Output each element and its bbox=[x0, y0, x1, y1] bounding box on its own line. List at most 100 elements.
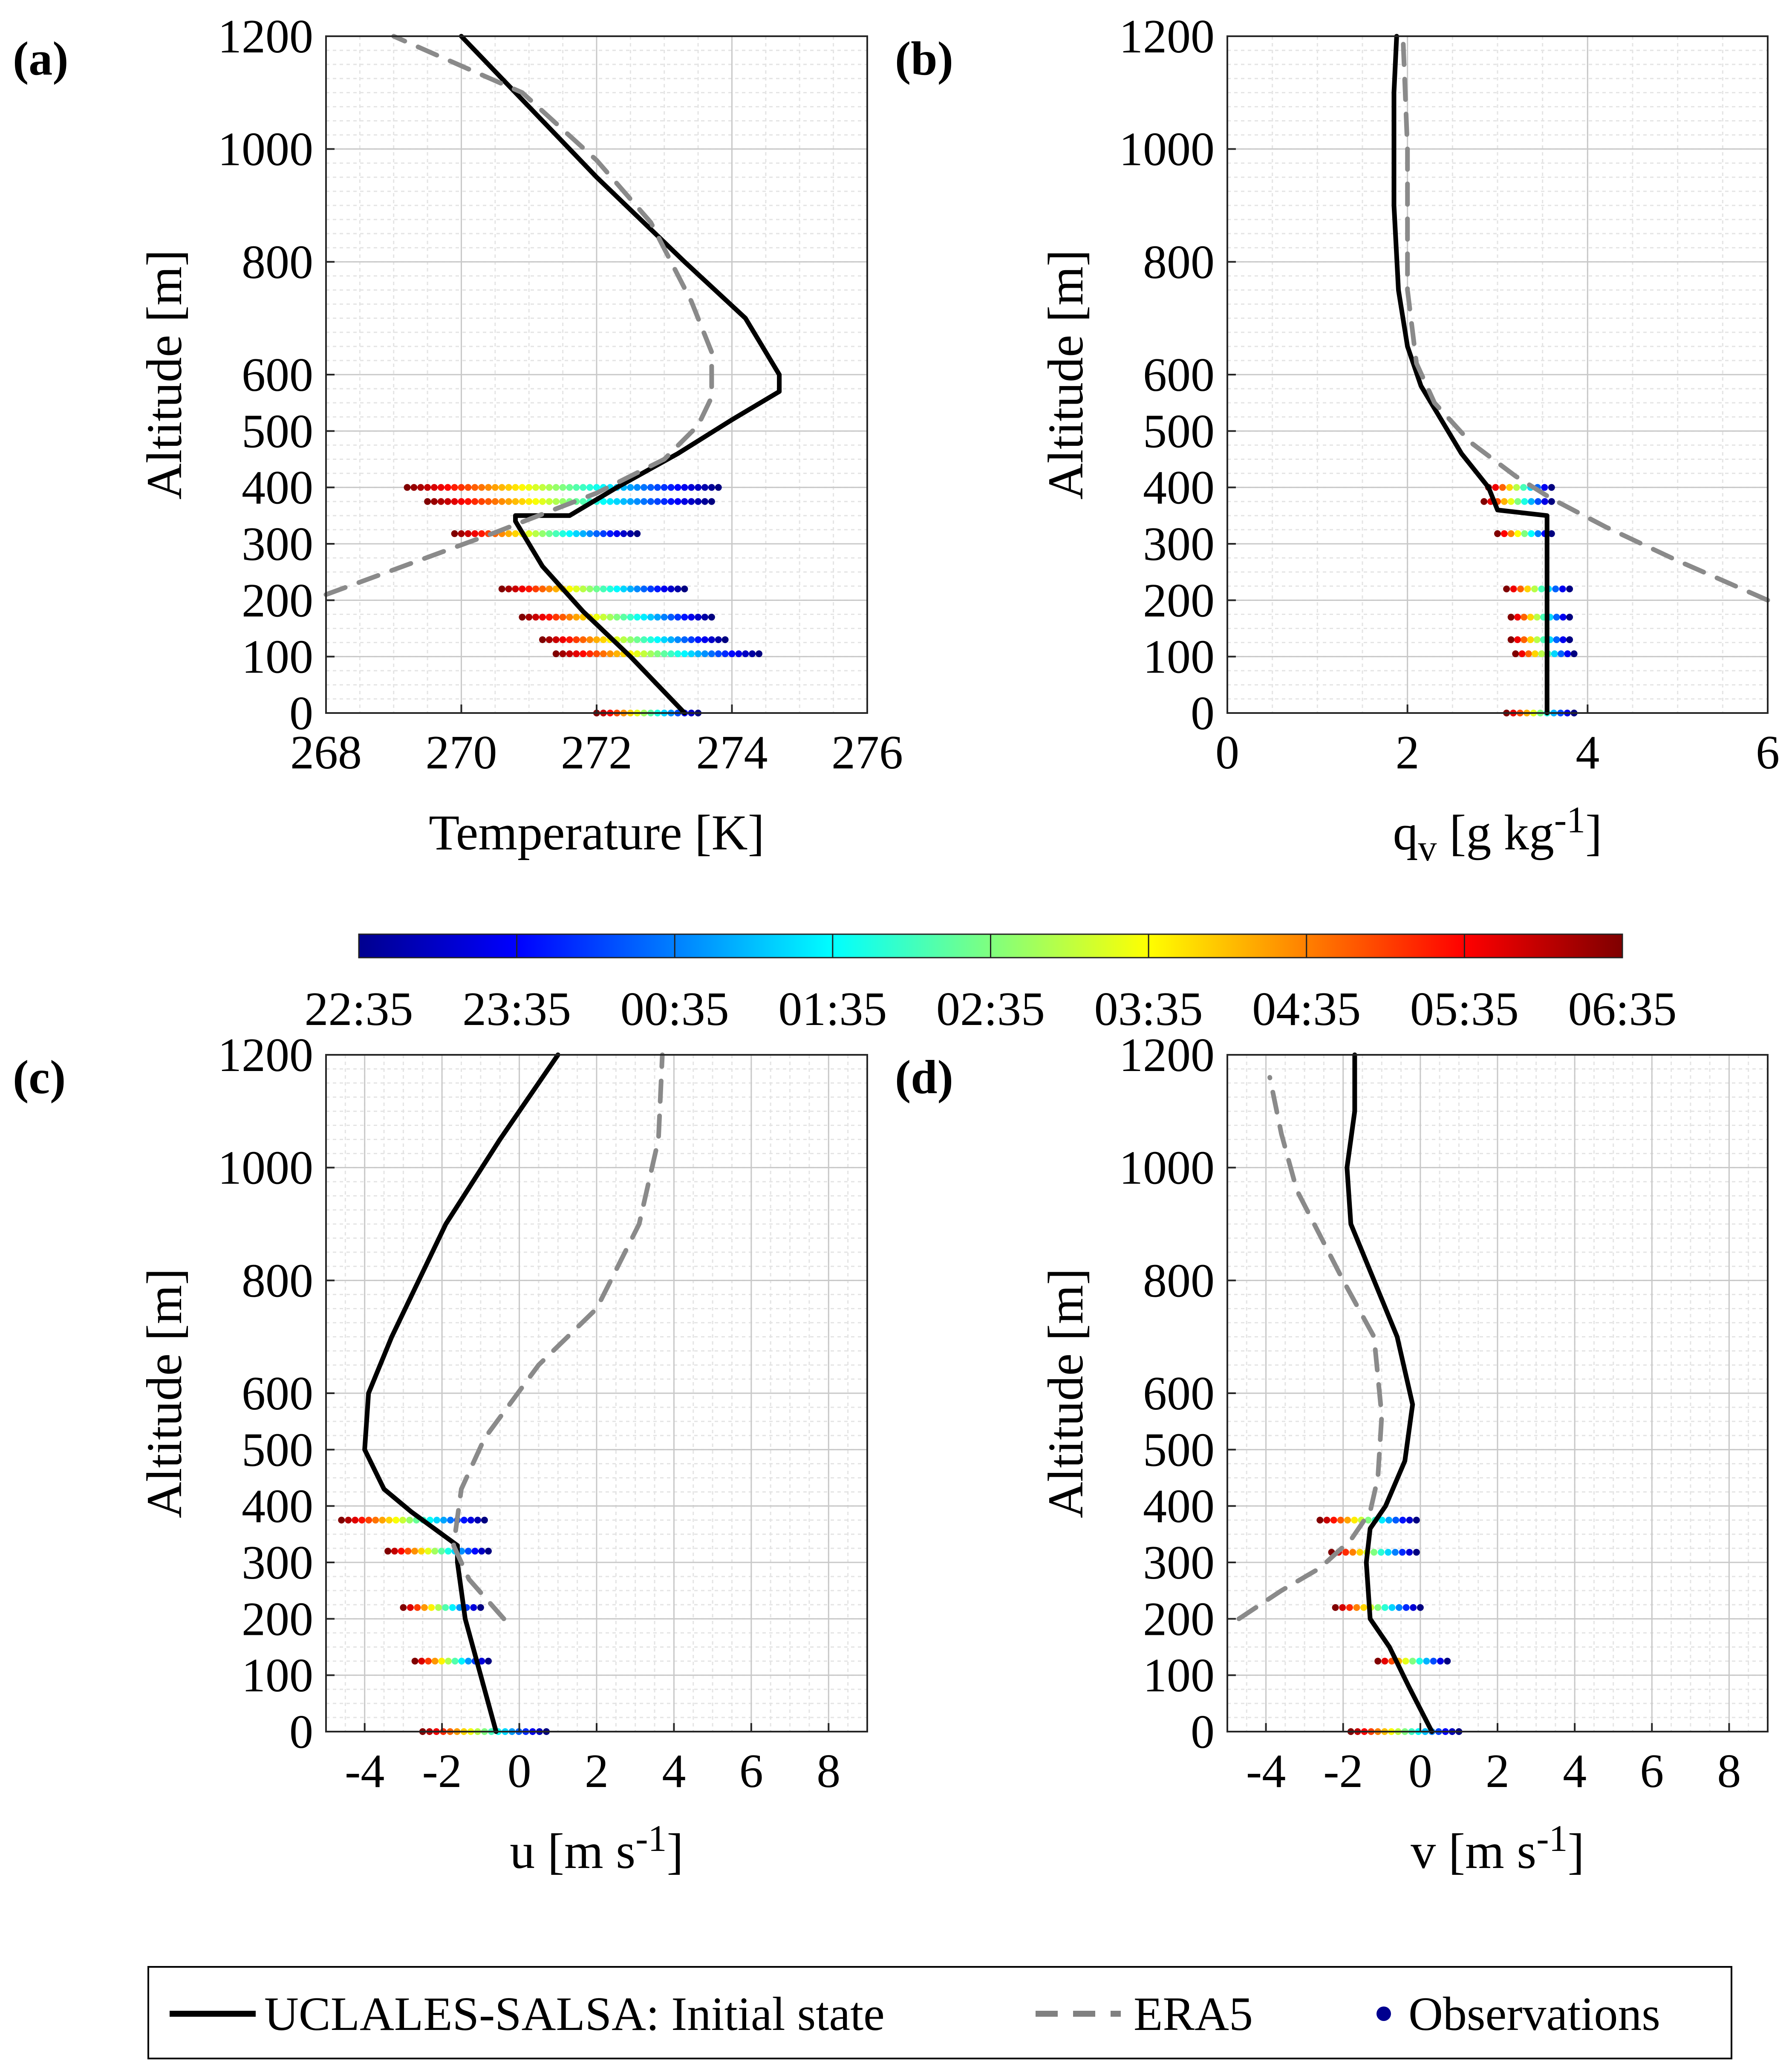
observation-point bbox=[1548, 498, 1555, 505]
initial-state-line bbox=[459, 34, 782, 716]
observation-point bbox=[1566, 636, 1573, 643]
observation-point bbox=[1507, 530, 1515, 537]
observation-point bbox=[667, 636, 675, 643]
observation-point bbox=[559, 614, 566, 621]
y-tick-label: 100 bbox=[242, 631, 313, 684]
observation-point bbox=[512, 585, 519, 592]
observation-point bbox=[735, 650, 742, 658]
observation-point bbox=[721, 650, 729, 658]
observation-point bbox=[1381, 1657, 1388, 1665]
observation-point bbox=[1552, 585, 1559, 592]
observation-point bbox=[431, 1657, 439, 1665]
observation-point bbox=[654, 614, 661, 621]
observation-point bbox=[545, 484, 553, 491]
observation-point bbox=[404, 1547, 412, 1555]
colorbar-tick-label: 05:35 bbox=[1410, 983, 1519, 1036]
observation-point bbox=[701, 614, 708, 621]
observation-point bbox=[593, 636, 600, 643]
observation-point bbox=[627, 484, 634, 491]
panel-label: (a) bbox=[13, 32, 69, 85]
y-tick-label: 0 bbox=[289, 1706, 313, 1758]
observation-point bbox=[519, 614, 526, 621]
observation-point bbox=[1558, 650, 1565, 658]
observation-point bbox=[491, 484, 499, 491]
observation-point bbox=[586, 484, 594, 491]
observation-point bbox=[688, 614, 695, 621]
observation-point bbox=[451, 530, 458, 537]
observation-point bbox=[661, 484, 668, 491]
y-tick-label: 400 bbox=[1143, 1480, 1215, 1533]
observation-point bbox=[532, 614, 540, 621]
era5-line bbox=[451, 1052, 665, 1621]
observation-point bbox=[442, 1604, 449, 1611]
observation-point bbox=[539, 530, 546, 537]
observation-point bbox=[532, 585, 540, 592]
observation-point bbox=[345, 1516, 352, 1524]
observation-point bbox=[392, 1516, 400, 1524]
observation-point bbox=[600, 614, 607, 621]
observation-point bbox=[593, 650, 600, 658]
observation-point bbox=[539, 636, 546, 643]
initial-state-line bbox=[362, 1052, 560, 1734]
observation-point bbox=[552, 636, 560, 643]
observation-point bbox=[552, 484, 560, 491]
observation-point bbox=[1507, 636, 1515, 643]
x-tick-label: 268 bbox=[290, 726, 362, 779]
observation-point bbox=[552, 650, 560, 658]
observation-point bbox=[525, 484, 533, 491]
y-tick-label: 0 bbox=[1191, 687, 1215, 740]
panel-label: (d) bbox=[895, 1051, 953, 1104]
x-tick-label: 2 bbox=[585, 1745, 609, 1798]
observation-point bbox=[406, 1516, 413, 1524]
observation-point bbox=[695, 614, 702, 621]
y-tick-label: 800 bbox=[1143, 1254, 1215, 1307]
minor-grid bbox=[1226, 35, 1769, 714]
x-tick-label: 6 bbox=[1756, 726, 1780, 779]
observation-point bbox=[573, 636, 580, 643]
observation-point bbox=[681, 484, 688, 491]
observation-point bbox=[647, 614, 654, 621]
observation-point bbox=[573, 484, 580, 491]
era5-line bbox=[1400, 34, 1770, 603]
observation-point bbox=[674, 484, 681, 491]
observation-point bbox=[485, 484, 492, 491]
observation-point bbox=[1521, 636, 1528, 643]
observation-point bbox=[519, 585, 526, 592]
observation-point bbox=[1513, 484, 1520, 491]
observation-point bbox=[465, 484, 472, 491]
observation-point bbox=[613, 498, 620, 505]
observation-point bbox=[573, 585, 580, 592]
observation-point bbox=[627, 498, 634, 505]
observation-point bbox=[532, 484, 540, 491]
initial-state-line bbox=[1391, 34, 1550, 716]
observation-point bbox=[647, 484, 654, 491]
observation-point bbox=[437, 484, 444, 491]
observation-point bbox=[681, 650, 688, 658]
observation-point bbox=[586, 530, 594, 537]
observation-point bbox=[1559, 636, 1567, 643]
observation-point bbox=[613, 614, 620, 621]
observation-point bbox=[1520, 484, 1527, 491]
observation-point bbox=[532, 530, 540, 537]
observation-point bbox=[661, 585, 668, 592]
observation-point bbox=[620, 498, 627, 505]
observation-point bbox=[606, 614, 614, 621]
x-tick-label: -2 bbox=[1323, 1745, 1363, 1798]
observation-point bbox=[627, 636, 634, 643]
observation-point bbox=[641, 585, 648, 592]
observation-point bbox=[1518, 650, 1526, 658]
observation-point bbox=[1342, 1549, 1349, 1556]
observation-point bbox=[688, 636, 695, 643]
observation-point bbox=[600, 636, 607, 643]
observation-point bbox=[708, 484, 715, 491]
x-tick-label: 276 bbox=[831, 726, 903, 779]
observation-point bbox=[465, 530, 472, 537]
observation-point bbox=[1406, 1549, 1413, 1556]
observation-point bbox=[661, 498, 668, 505]
y-tick-label: 600 bbox=[242, 349, 313, 401]
y-tick-label: 500 bbox=[242, 405, 313, 458]
observation-point bbox=[1533, 614, 1541, 621]
observation-point bbox=[470, 1604, 477, 1611]
observation-point bbox=[460, 1516, 467, 1524]
observation-point bbox=[647, 636, 654, 643]
